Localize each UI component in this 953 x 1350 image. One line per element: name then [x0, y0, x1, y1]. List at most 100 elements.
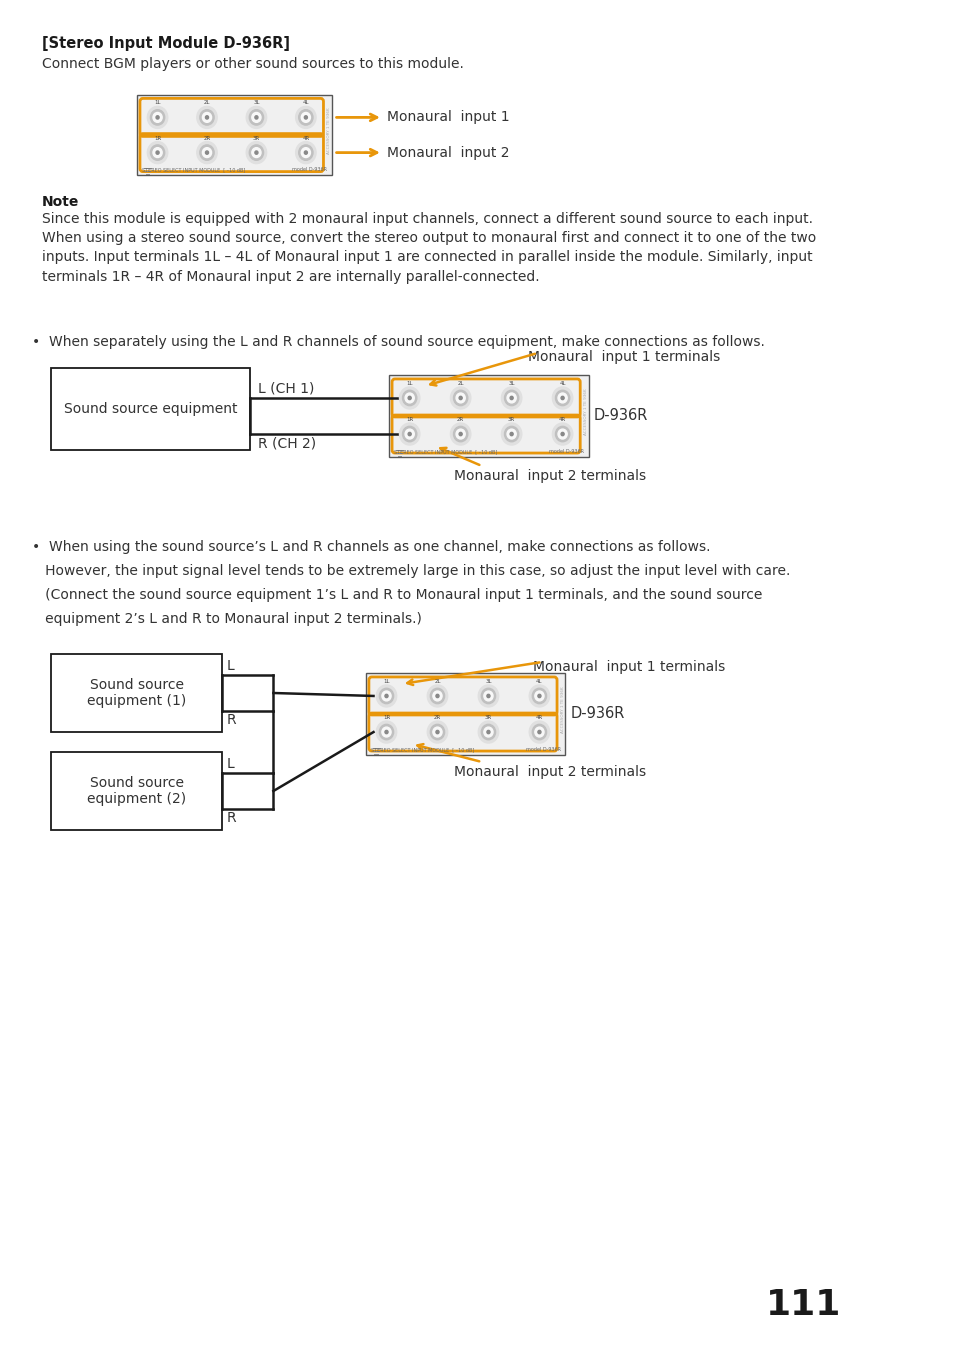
Circle shape: [205, 116, 209, 119]
Circle shape: [535, 691, 543, 701]
Text: 4R: 4R: [536, 716, 542, 720]
Circle shape: [453, 427, 467, 441]
Circle shape: [430, 725, 444, 740]
Circle shape: [436, 694, 438, 698]
Circle shape: [450, 387, 471, 409]
Circle shape: [486, 694, 490, 698]
Text: 2R: 2R: [203, 135, 211, 140]
Text: 4L: 4L: [558, 381, 565, 386]
Circle shape: [402, 390, 416, 405]
Text: D-936R: D-936R: [594, 409, 648, 424]
Circle shape: [427, 721, 447, 743]
Circle shape: [156, 151, 159, 154]
Text: Monaural  input 1: Monaural input 1: [386, 111, 509, 124]
Circle shape: [298, 144, 313, 161]
Text: STEREO SELECT INPUT MODULE  [ –10 dB]: STEREO SELECT INPUT MODULE [ –10 dB]: [371, 747, 474, 752]
Circle shape: [450, 423, 471, 446]
Circle shape: [295, 142, 315, 163]
Text: ACCESSORY 1 TE 936K: ACCESSORY 1 TE 936K: [560, 687, 564, 733]
Text: Sound source
equipment (1): Sound source equipment (1): [87, 678, 186, 709]
Text: 1R: 1R: [382, 716, 390, 720]
Text: Monaural  input 1 terminals: Monaural input 1 terminals: [528, 350, 720, 365]
Bar: [51, 653, 222, 732]
Circle shape: [458, 432, 461, 436]
Text: (Connect the sound source equipment 1’s L and R to Monaural input 1 terminals, a: (Connect the sound source equipment 1’s …: [32, 587, 762, 602]
Circle shape: [506, 393, 516, 402]
Circle shape: [483, 728, 493, 737]
Circle shape: [405, 429, 414, 439]
Text: model D-936R: model D-936R: [548, 450, 583, 454]
Circle shape: [433, 691, 441, 701]
Text: STEREO SELECT INPUT MODULE  [ –10 dB]: STEREO SELECT INPUT MODULE [ –10 dB]: [394, 450, 497, 454]
Text: •  When using the sound source’s L and R channels as one channel, make connectio: • When using the sound source’s L and R …: [32, 540, 710, 553]
Text: 4L: 4L: [302, 100, 309, 105]
Circle shape: [402, 427, 416, 441]
Text: 4L: 4L: [536, 679, 542, 684]
Text: Note: Note: [42, 194, 79, 209]
Circle shape: [199, 109, 213, 126]
Circle shape: [196, 107, 217, 128]
Text: Sound source equipment: Sound source equipment: [64, 402, 237, 416]
Circle shape: [379, 725, 394, 740]
Circle shape: [375, 721, 396, 743]
Circle shape: [298, 109, 313, 126]
Text: •  When separately using the L and R channels of sound source equipment, make co: • When separately using the L and R chan…: [32, 335, 764, 350]
Circle shape: [156, 116, 159, 119]
Circle shape: [436, 730, 438, 733]
Circle shape: [427, 684, 447, 707]
Circle shape: [560, 432, 563, 436]
Text: Connect BGM players or other sound sources to this module.: Connect BGM players or other sound sourc…: [42, 57, 463, 72]
Circle shape: [408, 432, 411, 436]
Circle shape: [532, 688, 546, 703]
Text: 1L: 1L: [406, 381, 413, 386]
Circle shape: [537, 694, 540, 698]
Circle shape: [555, 390, 569, 405]
Circle shape: [558, 393, 567, 402]
Circle shape: [501, 423, 521, 446]
Circle shape: [385, 694, 388, 698]
Circle shape: [560, 397, 563, 400]
Text: L: L: [227, 757, 234, 771]
Bar: [389, 375, 588, 458]
Text: 1L: 1L: [154, 100, 161, 105]
Text: 2L: 2L: [456, 381, 463, 386]
Circle shape: [552, 423, 572, 446]
Circle shape: [152, 147, 162, 158]
Circle shape: [477, 684, 498, 707]
Text: 3L: 3L: [253, 100, 259, 105]
Circle shape: [147, 142, 168, 163]
Text: 111: 111: [765, 1288, 841, 1322]
Circle shape: [555, 427, 569, 441]
Circle shape: [408, 397, 411, 400]
Circle shape: [433, 728, 441, 737]
Text: Monaural  input 2: Monaural input 2: [386, 146, 509, 159]
Text: model D-936R: model D-936R: [292, 167, 327, 171]
Circle shape: [301, 112, 310, 123]
Circle shape: [506, 429, 516, 439]
Circle shape: [477, 721, 498, 743]
Circle shape: [501, 387, 521, 409]
Text: [Stereo Input Module D-936R]: [Stereo Input Module D-936R]: [42, 36, 290, 51]
Circle shape: [532, 725, 546, 740]
Circle shape: [381, 691, 391, 701]
Text: Monaural  input 2 terminals: Monaural input 2 terminals: [454, 765, 645, 779]
Circle shape: [504, 427, 518, 441]
Text: 3R: 3R: [253, 135, 260, 140]
Text: 3L: 3L: [485, 679, 491, 684]
Circle shape: [537, 730, 540, 733]
Circle shape: [529, 684, 549, 707]
Circle shape: [405, 393, 414, 402]
Circle shape: [456, 393, 465, 402]
Circle shape: [458, 397, 461, 400]
Circle shape: [246, 142, 266, 163]
Circle shape: [375, 684, 396, 707]
Circle shape: [147, 107, 168, 128]
Text: 2R: 2R: [434, 716, 440, 720]
Text: STEREO SELECT INPUT MODULE  [ –10 dB]: STEREO SELECT INPUT MODULE [ –10 dB]: [142, 167, 245, 171]
Text: Monaural  input 2 terminals: Monaural input 2 terminals: [454, 468, 645, 483]
Circle shape: [385, 730, 388, 733]
Circle shape: [249, 109, 263, 126]
Circle shape: [202, 112, 212, 123]
Circle shape: [430, 688, 444, 703]
Circle shape: [529, 721, 549, 743]
